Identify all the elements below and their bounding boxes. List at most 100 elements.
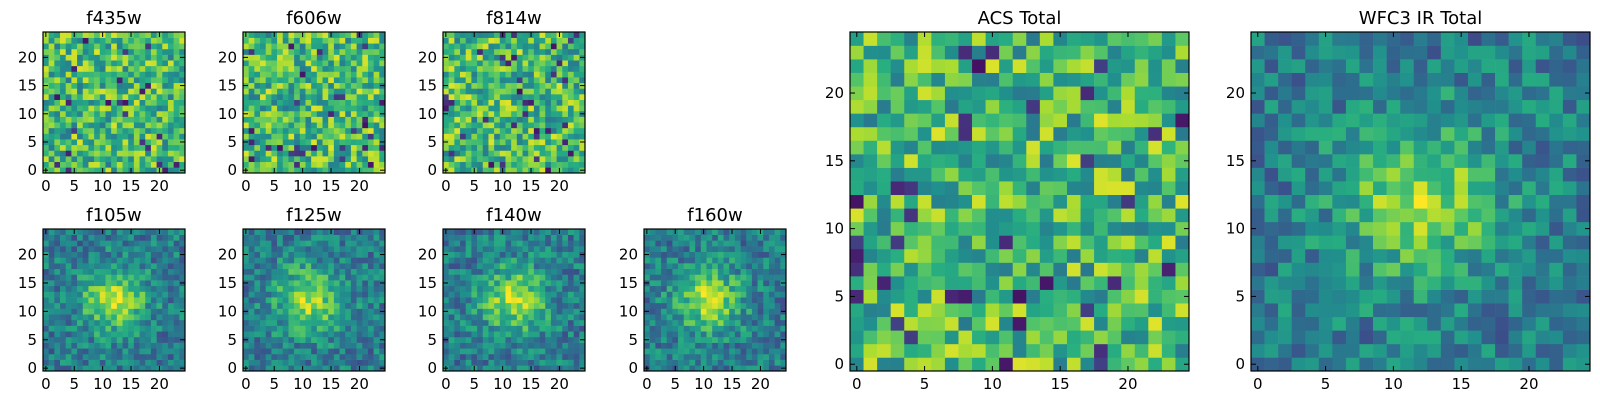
heatmap-cell (362, 285, 369, 292)
heatmap-cell (362, 263, 369, 270)
heatmap-cell (43, 116, 49, 123)
heatmap-cell (863, 330, 878, 345)
heatmap-cell (173, 65, 180, 72)
heatmap-cell (82, 336, 89, 343)
heatmap-cell (528, 336, 535, 343)
heatmap-cell (985, 154, 1000, 168)
heatmap-cell (1039, 181, 1054, 196)
heatmap-cell (465, 257, 472, 264)
heatmap-cell (511, 65, 518, 72)
heatmap-cell (1107, 181, 1122, 196)
heatmap-cell (528, 280, 535, 287)
heatmap-cell (511, 105, 518, 112)
heatmap-cell (322, 291, 329, 298)
heatmap-cell (294, 325, 301, 332)
heatmap-cell (768, 251, 775, 258)
heatmap-cell (243, 285, 249, 292)
heatmap-cell (271, 48, 278, 55)
heatmap-cell (573, 60, 580, 67)
heatmap-cell (751, 302, 758, 309)
heatmap-cell (77, 314, 84, 321)
heatmap-cell (494, 353, 501, 360)
heatmap-cell (260, 122, 267, 129)
heatmap-cell (362, 94, 369, 100)
heatmap-cell (111, 251, 118, 258)
heatmap-cell (139, 285, 146, 292)
heatmap-cell (133, 150, 140, 157)
heatmap-cell (499, 302, 506, 309)
heatmap-cell (48, 65, 55, 72)
heatmap-cell (133, 251, 140, 258)
heatmap-cell (65, 127, 72, 134)
heatmap-cell (254, 127, 261, 134)
heatmap-cell (111, 122, 118, 129)
heatmap-cell (133, 308, 140, 315)
heatmap-cell (757, 325, 764, 332)
heatmap-cell (356, 234, 363, 241)
heatmap-cell (173, 348, 180, 355)
panel-title: f814w (486, 8, 541, 29)
heatmap-cell (65, 110, 72, 117)
heatmap-cell (1026, 343, 1041, 358)
heatmap-cell (299, 65, 306, 72)
heatmap-cell (277, 319, 284, 326)
heatmap-cell (482, 133, 489, 140)
heatmap-cell (757, 246, 764, 253)
heatmap-cell (328, 314, 335, 321)
heatmap-cell (379, 314, 386, 321)
heatmap-cell (248, 297, 255, 304)
heatmap-cell (99, 71, 106, 78)
heatmap-cell (454, 54, 461, 61)
heatmap-cell (339, 82, 346, 89)
heatmap-cell (672, 240, 679, 247)
heatmap-cell (339, 122, 346, 129)
heatmap-cell (944, 330, 959, 345)
heatmap-cell (48, 263, 55, 270)
heatmap-cell (522, 144, 529, 151)
heatmap-cell (105, 359, 112, 366)
heatmap-cell (150, 37, 157, 44)
heatmap-cell (1026, 316, 1041, 331)
heatmap-cell (43, 297, 49, 304)
heatmap-cell (260, 308, 267, 315)
heatmap-cell (505, 110, 512, 117)
heatmap-cell (167, 263, 174, 270)
heatmap-cell (65, 43, 72, 50)
heatmap-cell (499, 48, 506, 55)
heatmap-cell (243, 268, 249, 275)
heatmap-cell (122, 285, 129, 292)
heatmap-cell (260, 48, 267, 55)
heatmap-cell (322, 88, 329, 95)
heatmap-cell (288, 268, 295, 275)
heatmap-cell (356, 37, 363, 44)
heatmap-cell (1161, 208, 1176, 223)
heatmap-cell (689, 331, 696, 338)
heatmap-cell (116, 88, 123, 95)
heatmap-cell (550, 77, 557, 84)
heatmap-cell (522, 274, 529, 281)
heatmap-cell (145, 359, 152, 366)
heatmap-cell (774, 234, 781, 241)
heatmap-cell (128, 319, 135, 326)
heatmap-cell (111, 43, 118, 50)
heatmap-cell (48, 60, 55, 67)
heatmap-cell (288, 274, 295, 281)
heatmap-cell (545, 116, 552, 123)
heatmap-cell (454, 251, 461, 258)
heatmap-cell (150, 314, 157, 321)
heatmap-cell (734, 251, 741, 258)
heatmap-cell (167, 150, 174, 157)
heatmap-cell (288, 127, 295, 134)
heatmap-cell (294, 139, 301, 146)
heatmap-cell (373, 331, 380, 338)
heatmap-cell (533, 32, 540, 38)
heatmap-cell (482, 37, 489, 44)
heatmap-cell (567, 37, 574, 44)
heatmap-cell (539, 139, 546, 146)
heatmap-cell (54, 65, 61, 72)
heatmap-cell (145, 60, 152, 67)
heatmap-cell (477, 167, 484, 174)
heatmap-cell (54, 280, 61, 287)
heatmap-cell (706, 285, 713, 292)
heatmap-cell (556, 139, 563, 146)
